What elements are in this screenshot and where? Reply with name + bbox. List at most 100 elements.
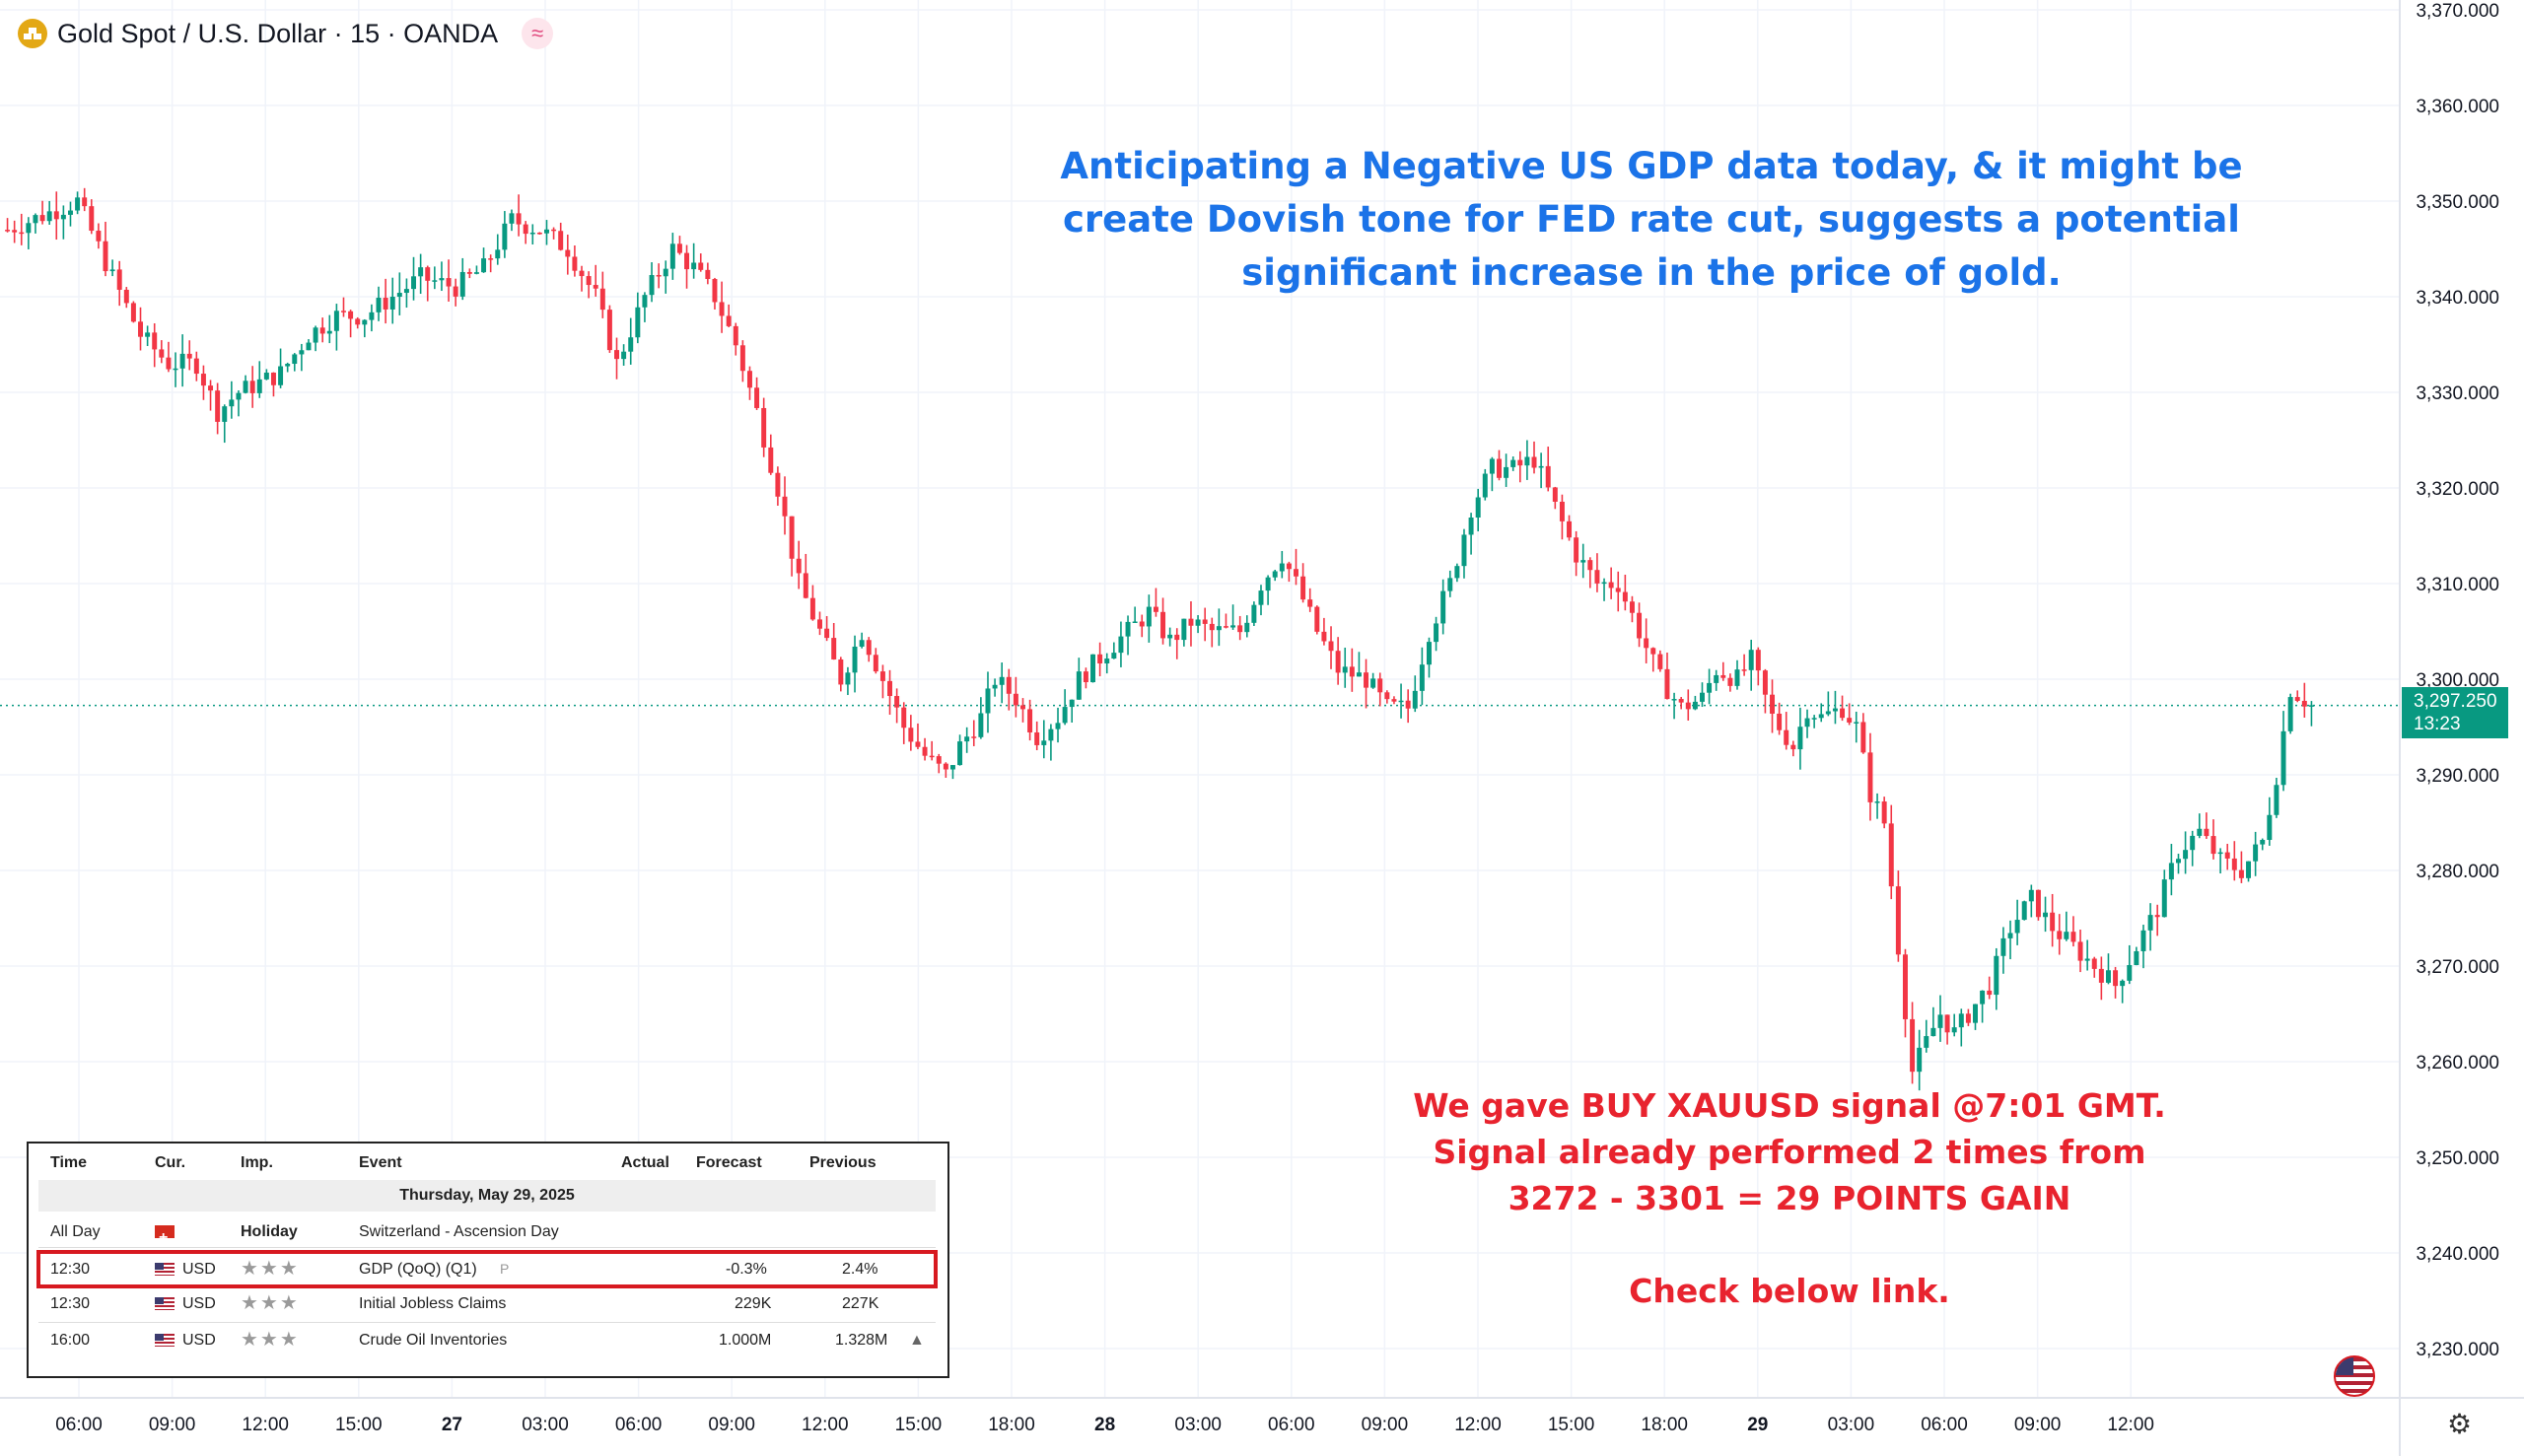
candle-down	[1594, 570, 1600, 584]
candle-down	[929, 755, 935, 758]
candle-up	[236, 392, 242, 400]
flag-ch-icon	[155, 1214, 175, 1255]
candle-up	[852, 646, 858, 673]
red-annotation-line: 3272 - 3301 = 29 POINTS GAIN	[1507, 1179, 2071, 1217]
candle-up	[2043, 912, 2049, 918]
calendar-row-highlighted[interactable]: 12:30 USD ★★★ GDP (QoQ) (Q1) P -0.3% 2.4…	[36, 1250, 938, 1288]
candle-down	[656, 275, 662, 277]
time-tick-label: 15:00	[1548, 1415, 1595, 1435]
candle-up	[2176, 859, 2181, 864]
candle-down	[558, 231, 564, 250]
blue-annotation: Anticipating a Negative US GDP data toda…	[1055, 140, 2248, 300]
candle-up	[1244, 622, 1250, 633]
candle-up	[1041, 740, 1047, 745]
candle-up	[2274, 785, 2279, 815]
candle-down	[1552, 487, 1558, 502]
candle-down	[19, 232, 25, 235]
economic-calendar: Time Cur. Imp. Event Actual Forecast Pre…	[27, 1142, 949, 1378]
candle-up	[46, 211, 52, 222]
candle-down	[1209, 623, 1215, 631]
candle-up	[1917, 1047, 1923, 1073]
red-annotation-line: Signal already performed 2 times from	[1433, 1133, 2146, 1171]
time-tick-label: 12:00	[242, 1415, 289, 1435]
price-tick-label: 3,330.000	[2416, 383, 2499, 404]
candle-down	[2210, 836, 2216, 855]
candle-up	[411, 276, 417, 290]
candle-down	[1160, 611, 1166, 639]
candle-up	[628, 337, 634, 352]
candle-down	[1188, 618, 1194, 626]
last-price-value: 3,297.250	[2414, 691, 2497, 712]
candle-down	[1013, 693, 1018, 706]
candle-down	[1727, 677, 1733, 686]
last-price-badge: 3,297.250 13:23	[2402, 687, 2508, 738]
candle-up	[1076, 671, 1082, 700]
candle-down	[208, 385, 214, 391]
calendar-row[interactable]: 12:30 USD ★★★ Initial Jobless Claims 229…	[38, 1286, 936, 1321]
candle-up	[306, 342, 312, 351]
row-time: 12:30	[50, 1295, 91, 1312]
candle-down	[676, 243, 682, 253]
candle-up	[292, 354, 298, 365]
candle-up	[1440, 590, 1446, 624]
col-currency: Cur.	[155, 1154, 186, 1171]
candle-up	[669, 243, 675, 269]
time-tick-label: 12:00	[1454, 1415, 1502, 1435]
candle-down	[130, 303, 136, 322]
candle-up	[473, 272, 479, 274]
candle-up	[949, 765, 955, 770]
candle-down	[1139, 621, 1145, 627]
candle-up	[1482, 473, 1488, 498]
candle-up	[75, 197, 81, 211]
candle-down	[712, 279, 718, 303]
candle-up	[396, 293, 402, 298]
candle-down	[831, 638, 837, 659]
candle-down	[1545, 465, 1551, 488]
candle-down	[1720, 674, 1726, 678]
time-tick-label: 06:00	[1268, 1415, 1315, 1435]
candle-down	[82, 197, 88, 207]
bell-icon[interactable]: ▲	[909, 1332, 925, 1349]
candle-up	[432, 280, 438, 282]
candle-up	[1714, 674, 1719, 683]
candle-up	[2267, 814, 2273, 841]
candle-down	[159, 349, 165, 358]
price-tick-label: 3,270.000	[2416, 957, 2499, 978]
candle-down	[5, 230, 11, 232]
candle-down	[355, 318, 361, 325]
calendar-row[interactable]: All Day Holiday Switzerland - Ascension …	[38, 1214, 936, 1255]
red-annotation: We gave BUY XAUUSD signal @7:01 GMT. Sig…	[1292, 1082, 2287, 1314]
candle-down	[761, 407, 767, 448]
red-annotation-spacer	[1292, 1221, 2287, 1268]
row-currency: USD	[182, 1295, 216, 1312]
candle-up	[1980, 990, 1986, 1005]
candle-down	[565, 249, 571, 257]
candle-down	[1840, 708, 1846, 719]
candle-down	[1650, 648, 1656, 655]
candle-up	[439, 278, 445, 281]
candle-down	[2224, 852, 2230, 859]
us-flag-event-icon[interactable]	[2334, 1355, 2375, 1397]
candle-up	[333, 311, 339, 331]
candle-up	[649, 275, 655, 296]
candle-up	[1370, 678, 1376, 688]
candle-down	[1664, 668, 1670, 700]
candle-up	[1951, 1027, 1957, 1033]
candle-down	[1944, 1014, 1950, 1033]
gold-coin-icon	[18, 19, 47, 48]
candle-down	[453, 286, 458, 297]
candles	[5, 187, 2314, 1091]
wave-badge-icon[interactable]: ≈	[522, 18, 554, 49]
candle-up	[2287, 697, 2293, 731]
gear-icon[interactable]: ⚙	[2447, 1409, 2473, 1439]
candle-up	[2064, 932, 2069, 939]
time-tick-label: 09:00	[2014, 1415, 2062, 1435]
candle-down	[488, 258, 494, 260]
row-previous: 1.328M	[835, 1332, 888, 1349]
candle-up	[543, 229, 549, 234]
candle-up	[1475, 497, 1481, 518]
symbol-header[interactable]: Gold Spot / U.S. Dollar · 15 · OANDA ≈	[18, 14, 554, 53]
calendar-row[interactable]: 16:00 USD ★★★ Crude Oil Inventories 1.00…	[38, 1323, 936, 1357]
candle-down	[116, 269, 122, 290]
row-importance: Holiday	[241, 1223, 298, 1240]
